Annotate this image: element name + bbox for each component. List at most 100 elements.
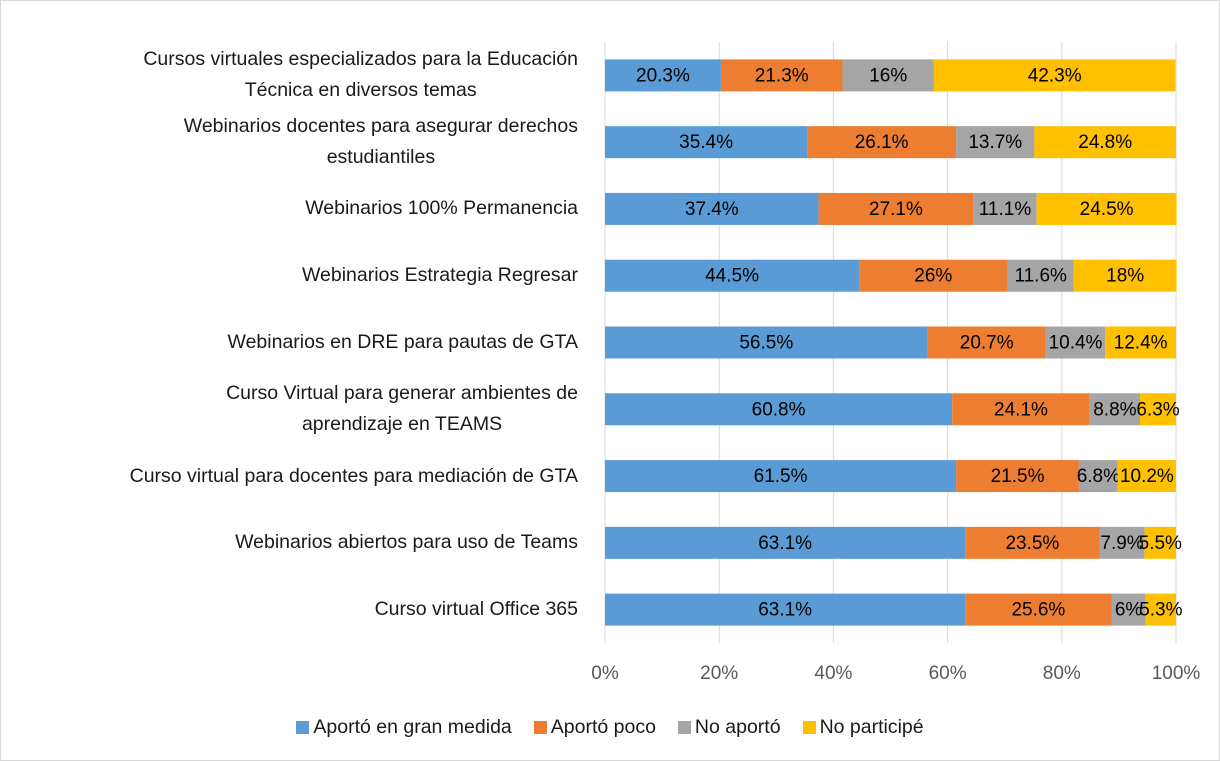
legend-item: Aportó en gran medida [296, 716, 512, 739]
data-label: 10.2% [1120, 466, 1174, 487]
category-label: Curso virtual para docentes para mediaci… [0, 446, 578, 506]
data-label: 27.1% [869, 199, 923, 220]
data-label: 35.4% [679, 132, 733, 153]
bar-segment [605, 393, 953, 426]
data-label: 26% [914, 266, 952, 287]
data-label: 42.3% [1028, 65, 1082, 86]
bar-segment [605, 259, 860, 292]
category-label: Webinarios 100% Permanencia [0, 179, 578, 239]
data-label: 20.3% [636, 65, 690, 86]
data-label: 5.3% [1139, 600, 1182, 621]
bar-segment [1007, 259, 1074, 292]
data-label: 18% [1106, 266, 1144, 287]
legend-swatch [802, 721, 816, 734]
category-text: Cursos virtuales especializados para la … [143, 48, 578, 102]
category-text: Curso virtual para docentes para mediaci… [129, 464, 578, 487]
legend-label: No aportó [694, 716, 781, 738]
bar-segment [605, 526, 966, 559]
category-label: Webinarios abiertos para uso de Teams [0, 513, 578, 573]
x-tick-label: 60% [929, 663, 967, 684]
bar-segment [1140, 393, 1176, 426]
data-label: 63.1% [758, 533, 812, 554]
category-text: Webinarios docentes para asegurar derech… [183, 115, 578, 169]
category-text: Curso Virtual para generar ambientes de … [226, 382, 578, 436]
bar-segment [720, 59, 843, 92]
bar-segment [605, 326, 928, 359]
legend-label: No participé [819, 716, 924, 738]
data-label: 6.8% [1077, 466, 1120, 487]
x-tick-label: 80% [1043, 663, 1081, 684]
category-text: Curso virtual Office 365 [374, 598, 578, 621]
bar-segment [1045, 326, 1106, 359]
bar-segment [973, 192, 1037, 225]
data-label: 24.1% [994, 399, 1048, 420]
bar-segment [1034, 126, 1176, 159]
category-label: Curso virtual Office 365 [0, 580, 578, 640]
bar-segment [605, 593, 966, 626]
x-tick-label: 0% [591, 663, 619, 684]
x-tick-label: 100% [1152, 663, 1201, 684]
data-label: 11.1% [979, 199, 1032, 220]
data-label: 10.4% [1049, 333, 1103, 354]
data-label: 6.3% [1136, 399, 1179, 420]
legend-label: Aportó en gran medida [313, 716, 512, 738]
legend: Aportó en gran medida Aportó poco No aport… [0, 716, 1220, 739]
data-label: 24.8% [1078, 132, 1132, 153]
data-label: 24.5% [1080, 199, 1134, 220]
bar-segment [605, 192, 819, 225]
legend-swatch [533, 721, 547, 734]
bar-segment [818, 192, 974, 225]
category-label: Cursos virtuales especializados para la … [0, 45, 578, 105]
data-label: 8.8% [1093, 399, 1136, 420]
bar-segment [1099, 526, 1145, 559]
bar-segment [965, 593, 1112, 626]
legend-swatch [677, 721, 691, 734]
data-label: 60.8% [752, 399, 806, 420]
category-text: Webinarios Estrategia Regresar [301, 264, 578, 287]
data-label: 37.4% [685, 199, 739, 220]
data-label: 12.4% [1114, 333, 1168, 354]
category-label: Webinarios en DRE para pautas de GTA [0, 313, 578, 373]
bar-segment [1105, 326, 1176, 359]
bar-segment [1078, 460, 1118, 493]
bar-segment [605, 460, 957, 493]
bar-segment [1073, 259, 1177, 292]
category-text: Webinarios en DRE para pautas de GTA [227, 331, 578, 353]
data-label: 44.5% [705, 266, 759, 287]
data-label: 5.5% [1139, 533, 1182, 554]
bar-segment [956, 460, 1079, 493]
data-label: 56.5% [739, 333, 793, 354]
data-label: 20.7% [960, 333, 1014, 354]
category-label: Webinarios Estrategia Regresar [0, 246, 578, 306]
data-label: 13.7% [968, 132, 1022, 153]
data-label: 7.9% [1100, 533, 1143, 554]
data-label: 11.6% [1014, 266, 1067, 287]
bar-segment [605, 126, 808, 159]
bar-segment [859, 259, 1008, 292]
x-tick-label: 40% [814, 663, 852, 684]
category-label: Curso Virtual para generar ambientes de … [0, 379, 578, 439]
bar-segment [842, 59, 934, 92]
category-text: Webinarios 100% Permanencia [305, 197, 578, 220]
data-label: 26.1% [855, 132, 909, 153]
data-label: 23.5% [1005, 533, 1059, 554]
legend-item: No participé [802, 716, 924, 739]
data-label: 21.5% [991, 466, 1045, 487]
bar-segment [1111, 593, 1146, 626]
bar-segment [1144, 526, 1176, 559]
legend-swatch [296, 721, 310, 734]
bar-segment [1117, 460, 1176, 493]
bar-segment [933, 59, 1176, 92]
bar-segment [1145, 593, 1176, 626]
legend-item: Aportó poco [533, 716, 656, 739]
bar-segment [965, 526, 1100, 559]
bar-segment [927, 326, 1046, 359]
bar-segment [807, 126, 957, 159]
bar-segment [1036, 192, 1177, 225]
category-label: Webinarios docentes para asegurar derech… [0, 112, 578, 172]
x-tick-label: 20% [700, 663, 738, 684]
legend-label: Aportó poco [550, 716, 656, 738]
legend-item: No aportó [677, 716, 781, 739]
